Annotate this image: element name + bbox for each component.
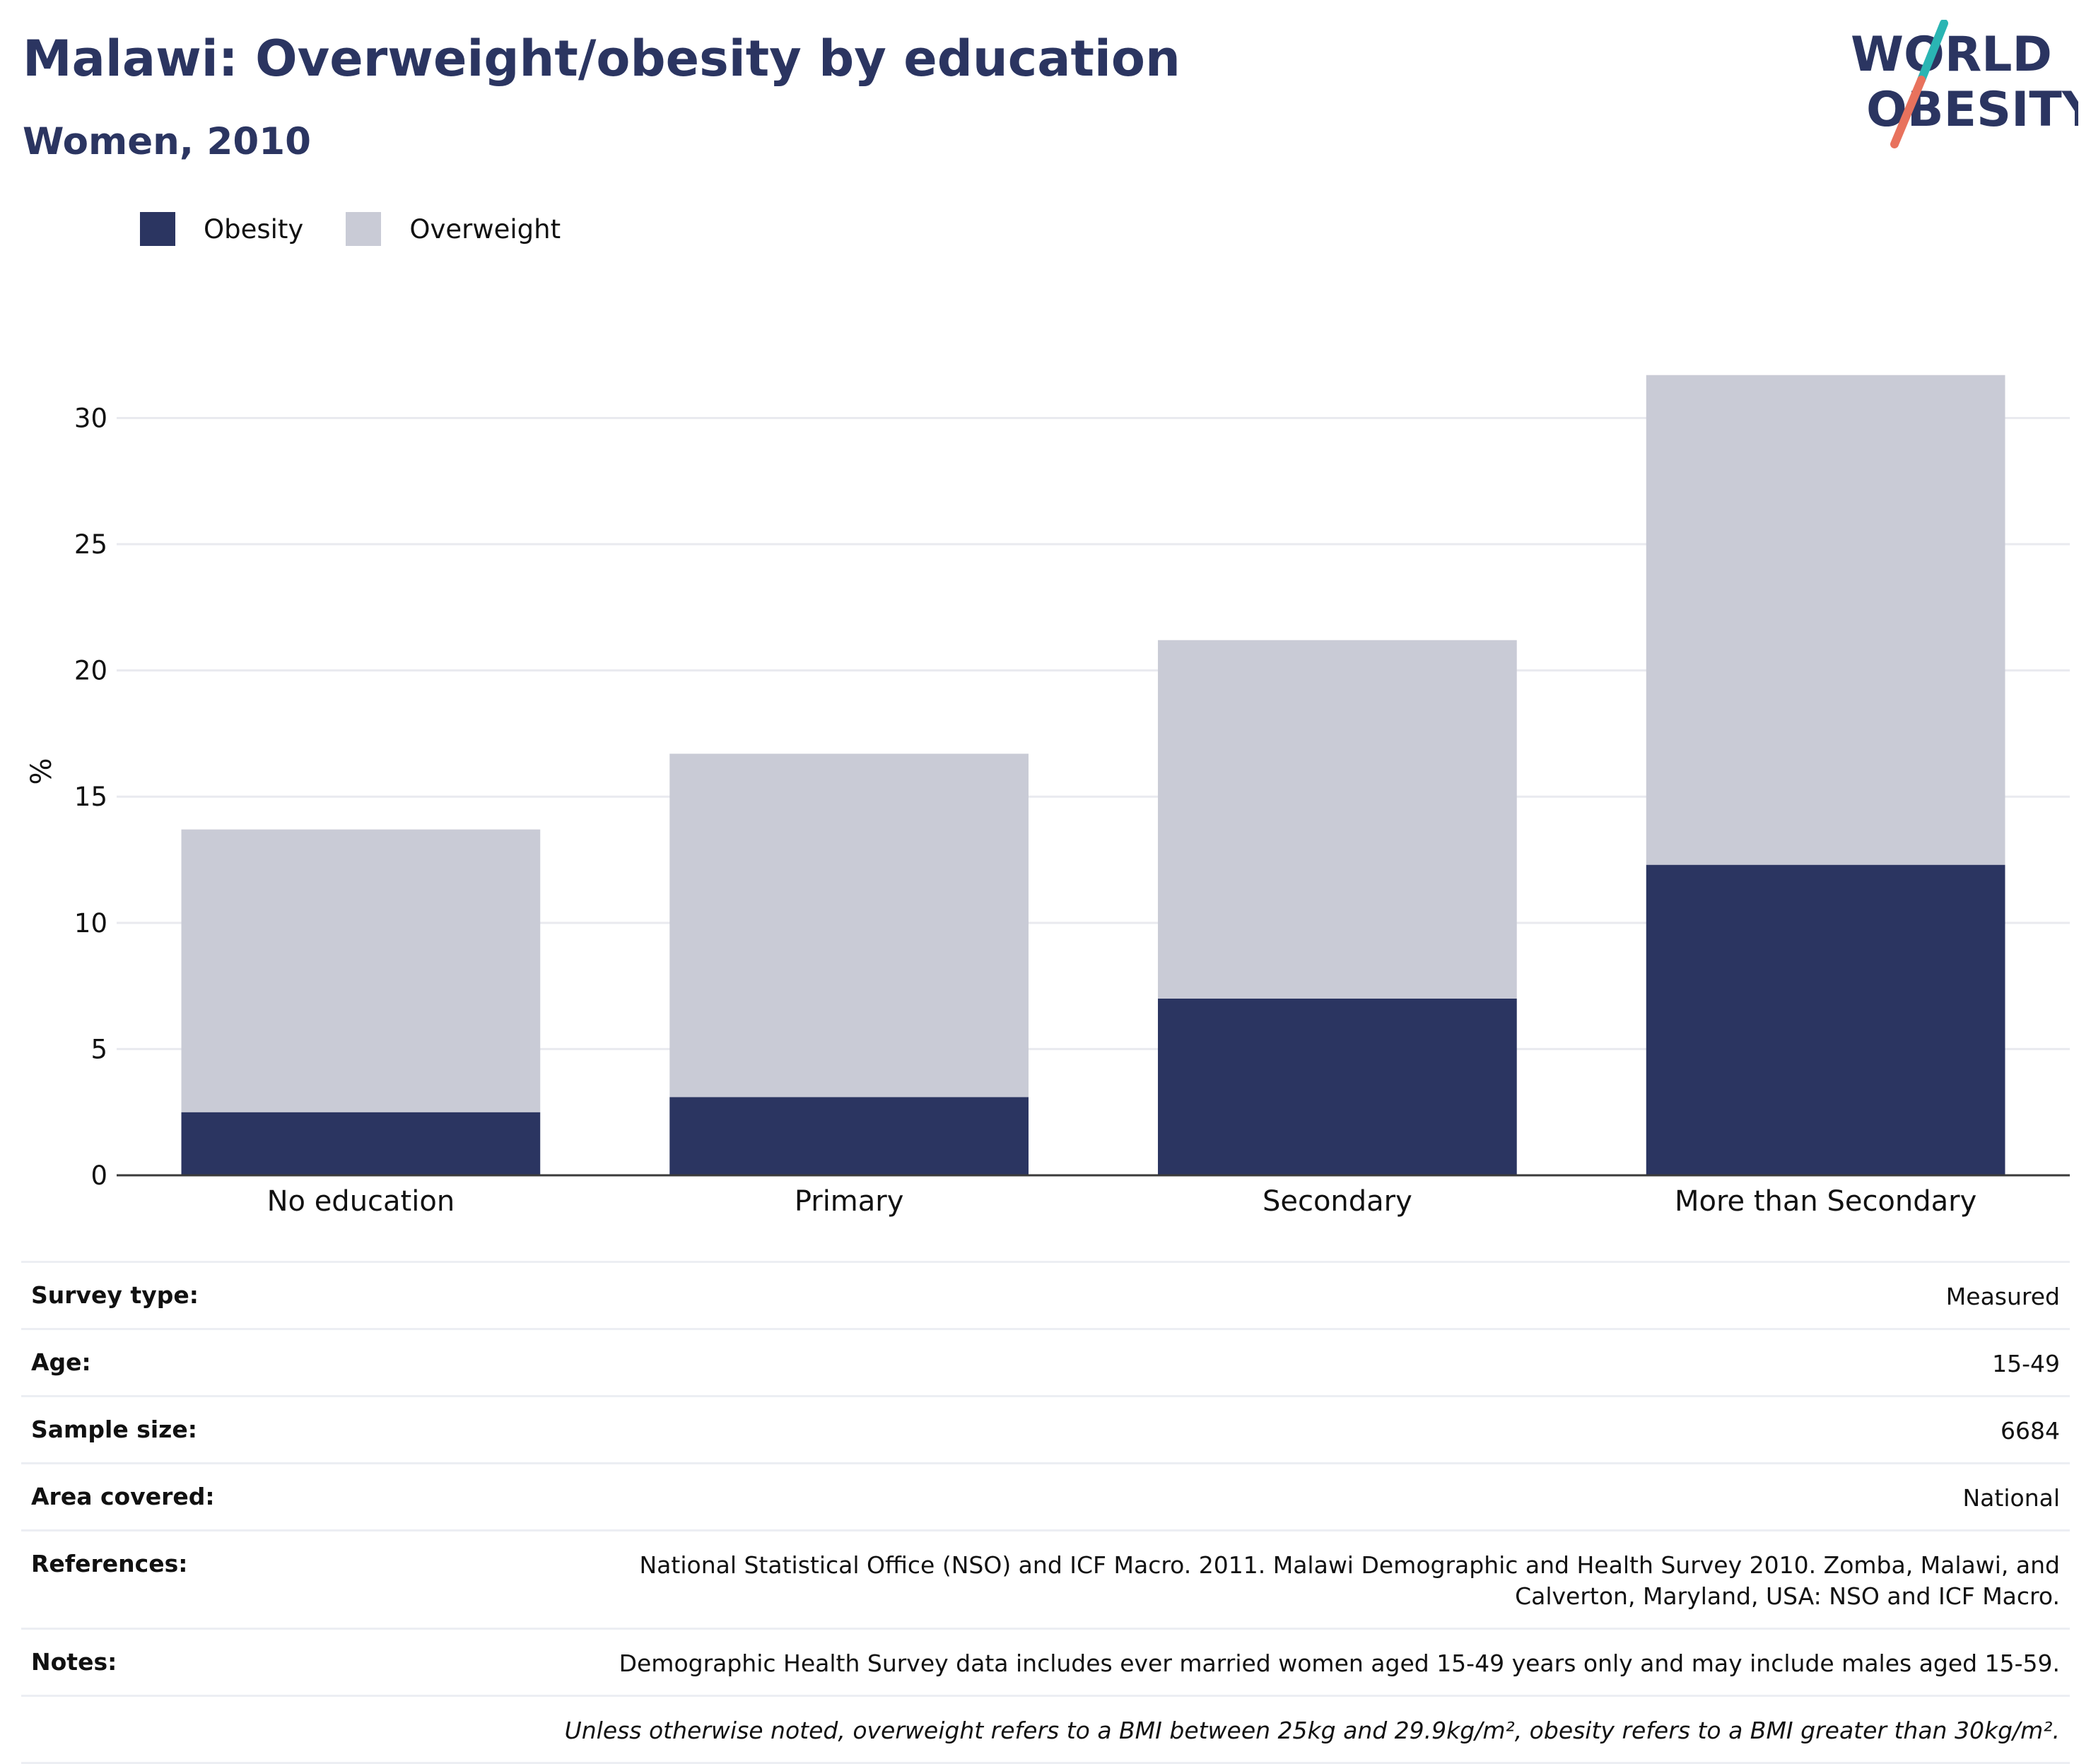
chart-legend: Obesity Overweight <box>140 209 603 249</box>
info-row-survey-type: Survey type: Measured <box>21 1261 2070 1328</box>
y-tick-label: 30 <box>74 403 107 433</box>
legend-item-obesity: Obesity <box>140 212 303 246</box>
x-tick-label: Primary <box>795 1185 904 1218</box>
bar-overweight <box>1646 375 2005 865</box>
chart-subtitle: Women, 2010 <box>23 120 311 163</box>
legend-label-obesity: Obesity <box>204 213 304 245</box>
info-key: Notes: <box>31 1648 117 1676</box>
world-obesity-logo: WORLD OBESITY <box>1851 20 2078 148</box>
stacked-bar-chart: 0 5 10 15 20 25 30% No education Primary Secondar… <box>25 375 2070 1218</box>
legend-item-overweight: Overweight <box>346 212 561 246</box>
x-tick-label: More than Secondary <box>1675 1185 1976 1218</box>
y-tick-label: 0 <box>90 1160 107 1191</box>
bar-obesity <box>669 1097 1029 1175</box>
legend-swatch-overweight <box>346 212 382 246</box>
bar-overweight <box>669 753 1029 1098</box>
info-value: Demographic Health Survey data includes … <box>619 1650 2060 1677</box>
bar-obesity <box>181 1112 541 1175</box>
info-row-references: References: National Statistical Office … <box>21 1529 2070 1628</box>
y-tick-label: 10 <box>74 908 107 939</box>
y-tick-label: 20 <box>74 656 107 686</box>
logo-slash-bottom <box>1890 76 1926 148</box>
x-tick-label: Secondary <box>1263 1185 1412 1218</box>
legend-swatch-obesity <box>140 212 175 246</box>
info-value: National Statistical Office (NSO) and IC… <box>639 1551 2060 1610</box>
bar-overweight <box>1158 640 1517 999</box>
info-row-sample-size: Sample size: 6684 <box>21 1395 2070 1462</box>
info-value: Measured <box>1945 1283 2060 1310</box>
y-tick-label: 15 <box>74 782 107 812</box>
info-row-bmi-definition: Unless otherwise noted, overweight refer… <box>21 1695 2070 1764</box>
bar-obesity <box>1646 864 2005 1175</box>
info-row-notes: Notes: Demographic Health Survey data in… <box>21 1628 2070 1695</box>
logo-slash-top <box>1917 20 1948 84</box>
x-tick-label: No education <box>267 1185 455 1218</box>
info-key: Age: <box>31 1348 91 1376</box>
info-value-bmi-note: Unless otherwise noted, overweight refer… <box>564 1717 2060 1744</box>
survey-info-table: Survey type: Measured Age: 15-49 Sample … <box>21 1261 2070 1764</box>
info-value: National <box>1962 1484 2060 1512</box>
info-value: 6684 <box>2001 1417 2060 1445</box>
info-key: Survey type: <box>31 1281 199 1309</box>
legend-label-overweight: Overweight <box>409 213 561 245</box>
info-value: 15-49 <box>1992 1350 2060 1377</box>
bar-obesity <box>1158 998 1517 1175</box>
info-row-age: Age: 15-49 <box>21 1328 2070 1395</box>
chart-title: Malawi: Overweight/obesity by education <box>23 30 1181 88</box>
info-row-area-covered: Area covered: National <box>21 1462 2070 1529</box>
y-tick-label: 25 <box>74 529 107 560</box>
y-tick-label: 5 <box>90 1034 107 1064</box>
y-axis-label: % <box>25 758 58 784</box>
bar-overweight <box>181 829 541 1112</box>
info-key: Area covered: <box>31 1483 215 1510</box>
logo-word-world: WORLD <box>1851 27 2052 83</box>
info-key: References: <box>31 1550 188 1577</box>
info-key: Sample size: <box>31 1416 197 1443</box>
